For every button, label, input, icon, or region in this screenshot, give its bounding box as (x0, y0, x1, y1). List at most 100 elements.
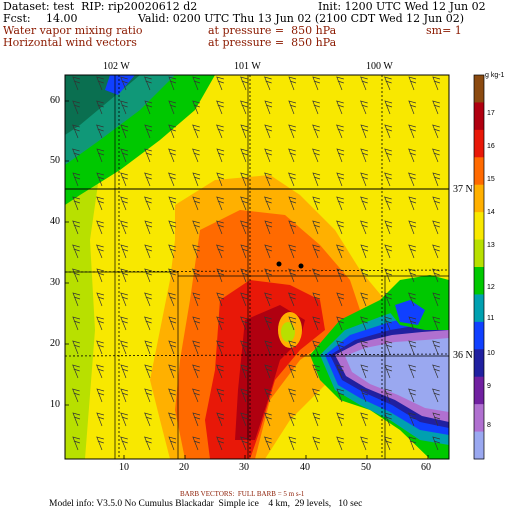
wind-barb (336, 196, 344, 211)
wind-barb (264, 292, 272, 307)
wind-barb (264, 340, 273, 355)
wind-barb (264, 124, 273, 139)
axis-ticks (65, 100, 429, 459)
wind-barb (408, 364, 416, 379)
wind-barb (144, 100, 153, 115)
wind-barb (336, 124, 344, 139)
y-tick: 10 (50, 399, 60, 410)
colorbar-swatch (474, 321, 484, 350)
wind-barb (96, 388, 105, 403)
wind-barb (96, 220, 104, 235)
wind-barb (384, 124, 393, 139)
dataset-label: Dataset: test RIP: rip20020612 d2 (3, 0, 198, 13)
wind-barb (432, 388, 440, 403)
wind-barb (360, 124, 369, 139)
wind-barb (264, 76, 272, 91)
wind-barb (384, 172, 392, 187)
colorbar-label: 9 (487, 383, 491, 390)
wind-barb (168, 172, 176, 187)
wind-barb (264, 220, 273, 235)
wind-barb (432, 244, 440, 259)
wind-barb (72, 388, 80, 403)
wind-barb (312, 100, 320, 115)
y-tick: 50 (50, 155, 60, 166)
lon-label-102: 102 W (103, 61, 130, 72)
wind-barb (408, 412, 416, 427)
wind-barb (264, 196, 272, 211)
wind-barb (336, 412, 345, 427)
y-tick: 60 (50, 95, 60, 106)
colorbar-label: 16 (487, 143, 495, 150)
wind-barb (336, 76, 344, 91)
colorbar-swatch (474, 184, 484, 213)
wind-barb (312, 316, 321, 331)
wind-barb (312, 388, 320, 403)
wind-barb (192, 244, 200, 259)
wind-barb (72, 220, 80, 235)
wind-barb (288, 244, 296, 259)
wind-barb (216, 436, 224, 451)
colorbar-swatch (474, 294, 484, 323)
wind-barb (384, 364, 393, 379)
wind-barb (288, 412, 296, 427)
wind-barb (168, 340, 177, 355)
wind-barb (360, 220, 368, 235)
wind-barb (72, 148, 80, 163)
wind-barb (312, 292, 321, 307)
wind-barb (408, 76, 417, 91)
wind-barb (72, 124, 80, 139)
wind-barb (216, 100, 224, 115)
wind-barb (312, 172, 321, 187)
wind-barb (72, 100, 80, 115)
wind-barb (432, 196, 441, 211)
wind-barb (96, 316, 104, 331)
wind-barb (144, 364, 153, 379)
forecast-hour: 14.00 (46, 12, 78, 25)
wind-barb (384, 244, 393, 259)
wind-barb (192, 388, 200, 403)
wind-barb (192, 220, 200, 235)
wind-barb (264, 172, 272, 187)
wind-barb (216, 412, 225, 427)
wind-barb (216, 148, 225, 163)
x-tick: 50 (361, 462, 371, 473)
wind-barb (384, 316, 392, 331)
wind-barb (216, 172, 225, 187)
wind-barb (120, 220, 128, 235)
colorbar-swatch (474, 376, 484, 405)
wind-barb (72, 412, 81, 427)
wind-barb (240, 340, 248, 355)
wind-barb (408, 100, 417, 115)
wind-barb (312, 436, 321, 451)
wind-barb (240, 292, 248, 307)
wind-barb (432, 76, 441, 91)
lon-label-101: 101 W (234, 61, 261, 72)
wind-barb (432, 316, 441, 331)
wind-barb (336, 364, 344, 379)
wind-barb (120, 388, 129, 403)
wind-barb (72, 316, 81, 331)
wind-barb (120, 172, 128, 187)
wind-barb (408, 316, 417, 331)
wind-barb (240, 244, 249, 259)
wind-barb (384, 292, 392, 307)
lon-label-100: 100 W (366, 61, 393, 72)
wind-barb (264, 412, 272, 427)
wind-barb (384, 340, 393, 355)
wind-barb (216, 364, 224, 379)
wind-barb (360, 292, 368, 307)
x-tick: 40 (300, 462, 310, 473)
wind-barb (336, 268, 345, 283)
wind-barb (96, 124, 104, 139)
wind-barb (72, 196, 81, 211)
wind-barb (288, 388, 296, 403)
wind-barb (168, 268, 176, 283)
wind-barb (96, 244, 104, 259)
wind-barb (432, 412, 441, 427)
wind-barb (384, 220, 393, 235)
wind-barb (384, 196, 392, 211)
valid-time: Valid: 0200 UTC Thu 13 Jun 02 (2100 CDT … (138, 12, 465, 25)
wind-barb (192, 196, 201, 211)
wind-barb (384, 100, 393, 115)
wind-barb (240, 100, 248, 115)
